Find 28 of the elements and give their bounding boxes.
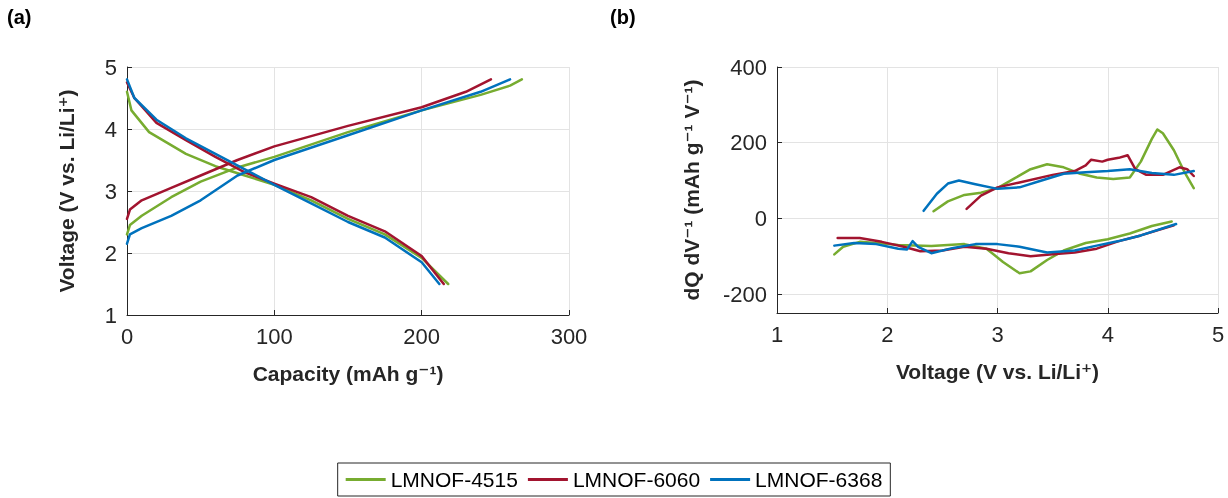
x-axis-title: Voltage (V vs. Li/Li⁺) xyxy=(895,360,1100,383)
chart-title: (b) xyxy=(610,6,636,28)
y-tick-label: 1 xyxy=(104,302,117,328)
y-tick-label: 200 xyxy=(730,130,767,156)
x-tick-label: 300 xyxy=(550,323,588,349)
y-tick-label: 3 xyxy=(104,178,117,204)
y-tick-label: 5 xyxy=(104,54,117,80)
legend-label: LMNOF-4515 xyxy=(390,468,518,491)
x-tick-label: 2 xyxy=(881,321,894,347)
y-tick-label: 0 xyxy=(754,205,767,231)
chart-title: (a) xyxy=(7,6,32,28)
legend-label: LMNOF-6060 xyxy=(572,468,701,491)
y-axis-title: dQ dV⁻¹ (mAh g⁻¹ V⁻¹) xyxy=(680,79,703,301)
line-series xyxy=(922,167,1195,213)
y-tick-label: -200 xyxy=(722,281,767,307)
x-tick-label: 200 xyxy=(403,323,441,349)
y-tick-label: 2 xyxy=(104,240,117,266)
x-tick-label: 5 xyxy=(1211,321,1225,347)
x-tick-label: 0 xyxy=(120,323,134,349)
legend-label: LMNOF-6368 xyxy=(755,468,883,491)
y-tick-label: 4 xyxy=(104,116,117,142)
x-tick-label: 1 xyxy=(770,321,784,347)
y-axis-title: Voltage (V vs. Li/Li⁺) xyxy=(55,89,78,293)
x-tick-label: 3 xyxy=(991,321,1004,347)
x-tick-label: 4 xyxy=(1101,321,1114,347)
x-axis-title: Capacity (mAh g⁻¹) xyxy=(252,362,444,385)
x-tick-label: 100 xyxy=(255,323,293,349)
y-tick-label: 400 xyxy=(730,54,767,80)
